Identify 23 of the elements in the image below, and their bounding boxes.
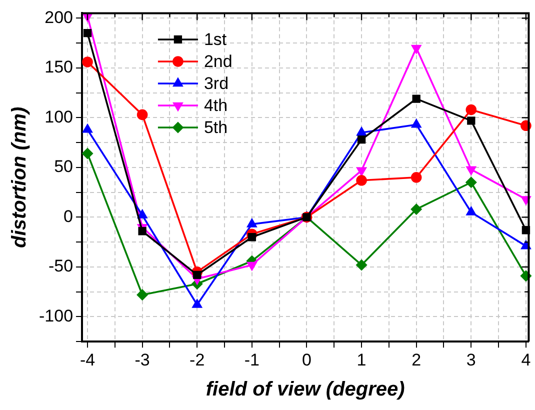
- legend-label: 3rd: [204, 74, 229, 94]
- x-tick-label: -4: [80, 350, 96, 370]
- y-tick-label: 0: [64, 206, 74, 226]
- x-tick-label: 0: [302, 350, 312, 370]
- legend-label: 4th: [204, 96, 228, 116]
- legend-label: 2nd: [204, 52, 232, 72]
- y-tick-label: -100: [38, 306, 74, 326]
- x-tick-label: 4: [521, 350, 531, 370]
- x-tick-label: -2: [190, 350, 205, 370]
- x-tick-label: -1: [244, 350, 260, 370]
- x-tick-label: 1: [356, 350, 366, 370]
- y-axis-title: distortion (nm): [8, 106, 31, 248]
- y-tick-label: 100: [44, 107, 74, 126]
- y-tick-label: 150: [44, 58, 74, 77]
- y-tick-label: 200: [44, 8, 74, 27]
- legend-label: 5th: [204, 118, 228, 138]
- x-tick-label: -3: [134, 350, 150, 370]
- legend-label: 1st: [204, 30, 227, 50]
- y-tick-label: -50: [48, 256, 74, 276]
- x-tick-label: 3: [466, 350, 476, 370]
- y-tick-label: 50: [54, 157, 74, 176]
- x-tick-label: 2: [412, 350, 422, 370]
- x-axis-title: field of view (degree): [206, 378, 406, 401]
